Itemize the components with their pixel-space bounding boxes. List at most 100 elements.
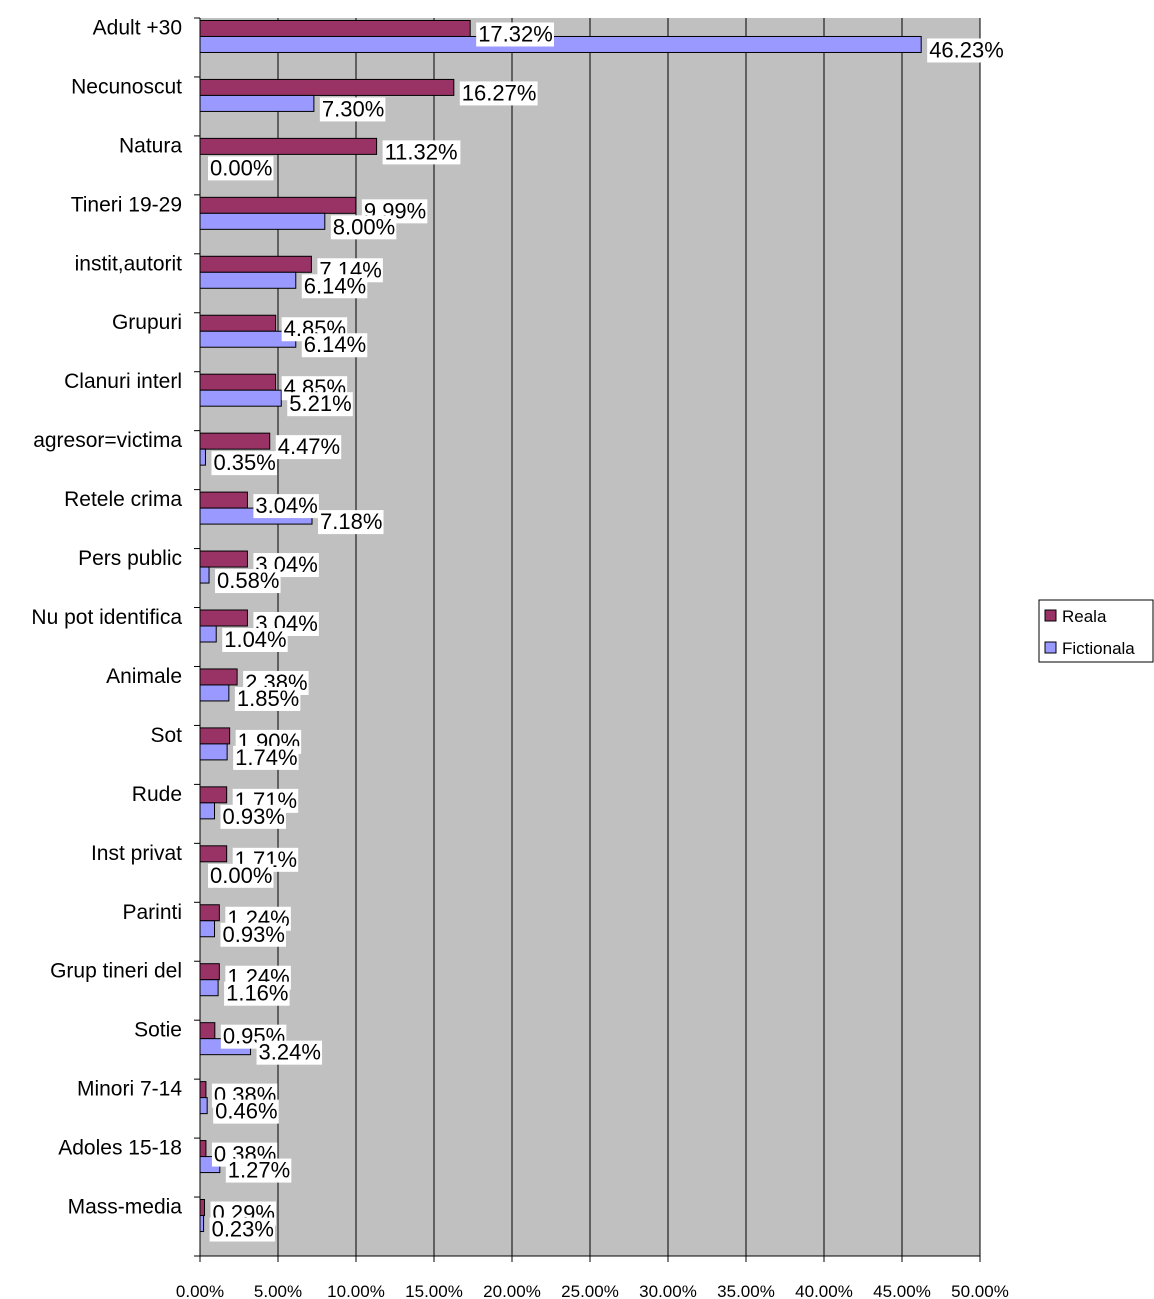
x-tick-label: 10.00%: [327, 1282, 385, 1299]
bar-reala-5: [199, 314, 277, 332]
data-label: 4.47%: [278, 434, 340, 459]
x-tick-label: 5.00%: [254, 1282, 302, 1299]
category-label: Mass-media: [68, 1196, 183, 1219]
data-label: 46.23%: [929, 37, 1004, 62]
data-label-bg: [234, 686, 301, 711]
bar-fictionala-6: [199, 389, 282, 407]
axes: [194, 17, 981, 1262]
x-tick-label: 45.00%: [873, 1282, 931, 1299]
data-label: 3.04%: [255, 493, 317, 518]
category-label: Grup tineri del: [50, 960, 182, 983]
bar-reala-4: [199, 255, 312, 273]
bar-reala-11: [199, 668, 238, 686]
data-label-bg: [330, 215, 397, 240]
bar-fictionala-5: [199, 330, 297, 348]
bar-reala-6: [199, 373, 277, 391]
data-label-bg: [220, 804, 287, 829]
data-label: 1.16%: [226, 981, 288, 1006]
bar-reala-15: [199, 904, 220, 922]
bar-reala-2: [199, 137, 378, 155]
data-label: 0.93%: [223, 922, 285, 947]
category-label: Inst privat: [91, 842, 182, 865]
x-tick-label: 25.00%: [561, 1282, 619, 1299]
bar-fictionala-0: [199, 35, 922, 53]
data-label-bg: [301, 274, 368, 299]
data-label-bg: [209, 1217, 276, 1242]
category-label: Retele crima: [64, 488, 182, 511]
data-label: 0.00%: [210, 155, 272, 180]
data-label-bg: [459, 81, 538, 106]
bar-reala-0: [199, 19, 471, 37]
bar-reala-7: [199, 432, 271, 450]
category-label: Pers public: [78, 547, 182, 570]
category-label: Sot: [150, 724, 182, 747]
bar-fictionala-20: [199, 1215, 205, 1233]
category-label: Necunoscut: [71, 75, 182, 98]
legend-label-reala: Reala: [1062, 607, 1107, 626]
category-label: Minori 7-14: [77, 1078, 182, 1101]
data-label-bg: [476, 22, 554, 47]
data-label: 1.85%: [237, 686, 299, 711]
x-tick-label: 30.00%: [639, 1282, 697, 1299]
category-label: Rude: [132, 783, 182, 806]
bar-fictionala-11: [199, 684, 230, 702]
legend: Reala Fictionala: [1038, 599, 1154, 663]
category-label: Nu pot identifica: [31, 606, 182, 629]
bar-fictionala-13: [199, 802, 216, 820]
data-label-bg: [222, 628, 288, 652]
bar-fictionala-16: [199, 979, 219, 997]
data-label: 0.00%: [210, 863, 272, 888]
tick-labels: 0.00% 5.00% 10.00% 15.00% 20.00% 25.00% 30.00%…: [176, 1282, 1009, 1299]
data-label: 0.58%: [217, 568, 279, 593]
category-label: Natura: [119, 134, 182, 157]
bar-reala-1: [199, 78, 455, 96]
data-label-bg: [220, 922, 287, 947]
data-label: 7.18%: [320, 509, 382, 534]
data-label: 17.32%: [478, 21, 553, 46]
data-label-bg: [215, 569, 281, 594]
data-label: 1.27%: [228, 1158, 290, 1183]
category-label: Clanuri interl: [64, 370, 182, 393]
bar-reala-13: [199, 786, 228, 804]
data-label: 0.46%: [215, 1099, 277, 1124]
data-label-bg: [319, 97, 386, 122]
data-label-bg: [382, 140, 461, 165]
bar-reala-14: [199, 845, 228, 863]
data-label-bg: [253, 494, 319, 519]
data-label-bg: [233, 745, 299, 770]
data-label-bg: [318, 510, 384, 535]
category-label: instit,autorit: [75, 252, 183, 275]
bar-reala-9: [199, 550, 248, 568]
bar-fictionala-1: [199, 94, 315, 112]
bar-reala-12: [199, 727, 231, 745]
bar-reala-17: [199, 1022, 216, 1040]
data-label: 1.74%: [235, 745, 297, 770]
data-label-bg: [211, 451, 277, 476]
data-label-bg: [225, 1158, 292, 1183]
category-label: Adult +30: [93, 16, 182, 39]
x-tick-label: 35.00%: [717, 1282, 775, 1299]
bar-fictionala-3: [199, 212, 326, 230]
x-tick-label: 40.00%: [795, 1282, 853, 1299]
data-label: 5.21%: [289, 391, 351, 416]
category-label: Tineri 19-29: [71, 193, 182, 216]
bar-fictionala-12: [199, 743, 228, 761]
bars: [199, 19, 922, 1233]
data-label-bg: [224, 981, 290, 1006]
bar-fictionala-4: [199, 271, 297, 289]
category-labels: Adult +30 Necunoscut Natura Tineri 19-29 ins…: [31, 16, 182, 1218]
bar-fictionala-7: [199, 448, 206, 466]
data-labels: 17.32%46.23%16.27%7.30%11.32%0.00%9.99%8…: [208, 21, 1005, 1242]
x-tick-label: 0.00%: [176, 1282, 224, 1299]
category-label: Parinti: [122, 901, 182, 924]
data-label-bg: [287, 392, 353, 417]
data-label-bg: [213, 1099, 279, 1124]
data-label: 8.00%: [333, 214, 395, 239]
bar-reala-18: [199, 1081, 207, 1099]
data-label: 11.32%: [385, 139, 458, 164]
data-label: 16.27%: [462, 80, 537, 105]
category-label: agresor=victima: [33, 429, 182, 452]
legend-label-fictionala: Fictionala: [1062, 639, 1135, 658]
bar-reala-8: [199, 491, 248, 509]
data-label-bg: [301, 333, 368, 358]
